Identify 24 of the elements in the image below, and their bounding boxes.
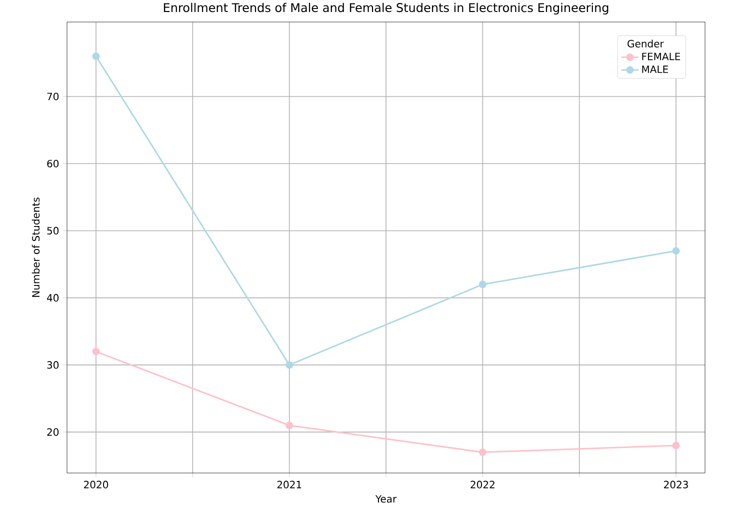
legend-label: FEMALE	[642, 52, 680, 60]
chart-title: Enrollment Trends of Male and Female Students in Electronics Engineering	[164, 2, 608, 14]
point	[478, 448, 486, 456]
x-tick-label: 2020	[84, 480, 108, 488]
point	[92, 52, 100, 60]
point	[672, 442, 680, 450]
y-tick-label: 30	[47, 361, 59, 369]
x-tick-label: 2022	[470, 480, 494, 488]
point	[672, 247, 680, 255]
x-axis-title: Year	[375, 495, 397, 503]
legend-title: Gender	[628, 40, 664, 48]
point	[478, 280, 486, 288]
point	[286, 361, 294, 369]
x-tick-label: 2021	[277, 480, 302, 488]
point	[286, 422, 294, 430]
y-tick-label: 20	[47, 428, 59, 436]
y-tick-label: 60	[47, 160, 59, 168]
legend-label: MALE	[642, 66, 668, 73]
y-tick-label: 40	[46, 294, 59, 302]
y-tick-label: 70	[47, 92, 59, 100]
x-tick-label: 2023	[664, 480, 688, 488]
y-tick-label: 50	[47, 226, 59, 235]
y-axis-title: Number of Students	[32, 198, 40, 297]
point	[92, 348, 100, 356]
